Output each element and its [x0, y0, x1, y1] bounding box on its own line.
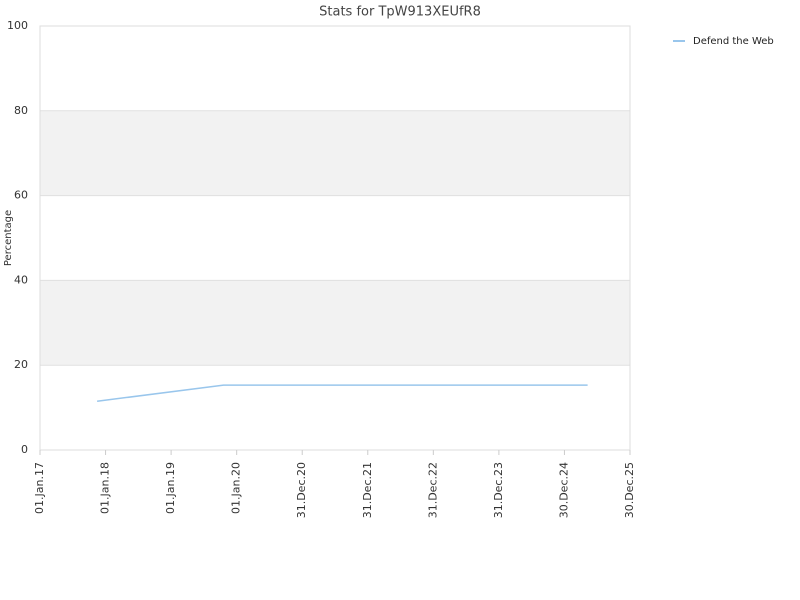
grid-band	[40, 280, 630, 366]
grid-band	[40, 110, 630, 196]
line	[97, 384, 588, 402]
x-tick-label: 01.Jan.19	[164, 462, 177, 514]
y-tick-label: 20	[14, 358, 28, 371]
x-tick-label: 31.Dec.23	[492, 462, 505, 518]
y-tick-label: 80	[14, 104, 28, 117]
x-tick-label: 01.Jan.17	[33, 462, 46, 514]
y-tick-label: 0	[21, 443, 28, 456]
x-tick-label: 01.Jan.18	[99, 462, 112, 514]
x-tick-label: 31.Dec.22	[426, 462, 439, 518]
y-tick-label: 60	[14, 189, 28, 202]
x-tick-label: 30.Dec.25	[623, 462, 636, 518]
y-tick-label: 40	[14, 273, 28, 286]
x-tick-label: 31.Dec.20	[295, 462, 308, 518]
chart-title: Stats for TpW913XEUfR8	[319, 5, 481, 20]
legend-label: Defend the Web	[693, 36, 774, 47]
x-tick-label: 31.Dec.21	[361, 462, 374, 518]
x-tick-label: 30.Dec.24	[557, 462, 570, 518]
y-axis-label: Percentage	[3, 210, 14, 266]
plot-frame	[39, 25, 631, 451]
x-tick-label: 01.Jan.20	[230, 462, 243, 514]
y-tick-label: 100	[7, 19, 28, 32]
